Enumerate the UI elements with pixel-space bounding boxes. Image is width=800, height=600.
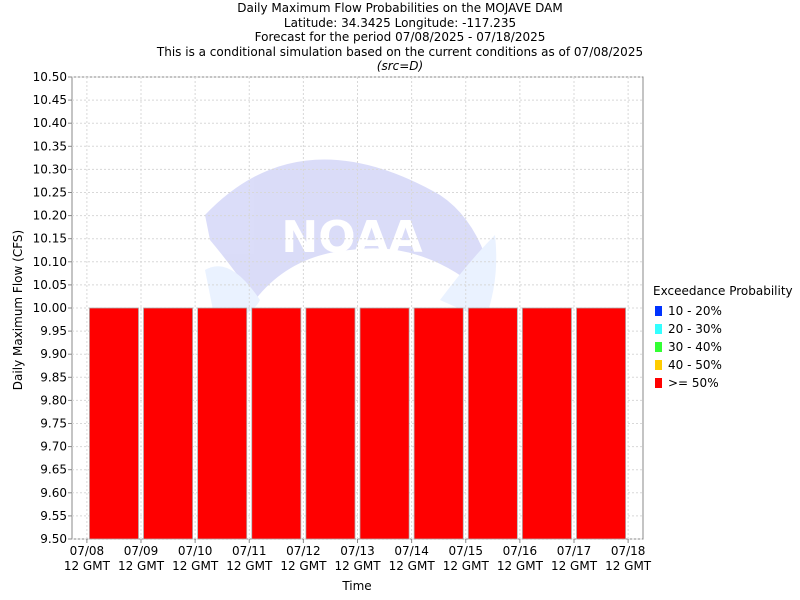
bar	[413, 307, 464, 540]
title-line-4: This is a conditional simulation based o…	[156, 44, 644, 59]
x-tick-date-label: 07/13	[340, 544, 375, 558]
x-tick-date-label: 07/09	[124, 544, 159, 558]
bar	[251, 307, 302, 540]
x-tick-time-label: 12 GMT	[334, 559, 381, 573]
legend-item-20-30: 20 - 30%	[653, 320, 793, 338]
y-tick-label: 9.95	[40, 324, 67, 338]
y-axis-ticks: 9.50 9.55 9.60 9.65 9.70 9.75 9.80 9.85 9.90 9.95…	[33, 70, 72, 546]
x-axis-label: Time	[341, 579, 371, 593]
legend-item-50-plus: >= 50%	[653, 374, 793, 392]
bar	[88, 307, 139, 540]
chart-subtitle: (src=D)	[376, 59, 424, 73]
legend-swatch	[655, 360, 662, 370]
y-tick-label: 9.55	[40, 509, 67, 523]
title-line-1: Daily Maximum Flow Probabilities on the …	[237, 1, 563, 15]
y-tick-label: 10.45	[33, 93, 67, 107]
y-tick-label: 9.75	[40, 417, 67, 431]
x-tick-time-label: 12 GMT	[443, 559, 490, 573]
y-tick-label: 10.15	[33, 232, 67, 246]
legend-label: >= 50%	[668, 376, 719, 390]
x-tick-time-label: 12 GMT	[64, 559, 111, 573]
svg-text:NOAA: NOAA	[281, 212, 422, 263]
y-tick-label: 10.35	[33, 139, 67, 153]
x-tick-time-label: 12 GMT	[389, 559, 436, 573]
legend-swatch	[655, 342, 662, 352]
x-tick-date-label: 07/15	[448, 544, 483, 558]
x-tick-date-label: 07/18	[611, 544, 646, 558]
x-tick-date-label: 07/08	[70, 544, 105, 558]
bar	[359, 307, 410, 540]
bar	[576, 307, 627, 540]
x-tick-time-label: 12 GMT	[551, 559, 598, 573]
y-tick-label: 10.20	[33, 209, 67, 223]
x-tick-date-label: 07/14	[394, 544, 429, 558]
legend-item-30-40: 30 - 40%	[653, 338, 793, 356]
x-tick-time-label: 12 GMT	[605, 559, 652, 573]
chart-title-block: Daily Maximum Flow Probabilities on the …	[0, 0, 800, 74]
legend-item-10-20: 10 - 20%	[653, 302, 793, 320]
y-tick-label: 10.30	[33, 162, 67, 176]
legend-swatch	[655, 378, 662, 388]
x-tick-date-label: 07/16	[503, 544, 538, 558]
legend-swatch	[655, 306, 662, 316]
y-tick-label: 9.70	[40, 440, 67, 454]
y-tick-label: 10.25	[33, 186, 67, 200]
y-tick-label: 10.40	[33, 116, 67, 130]
y-tick-label: 9.85	[40, 370, 67, 384]
bar	[305, 307, 356, 540]
legend-item-40-50: 40 - 50%	[653, 356, 793, 374]
noaa-logo-watermark: NOAA	[205, 159, 497, 320]
y-tick-label: 9.65	[40, 463, 67, 477]
bar	[521, 307, 572, 540]
x-tick-time-label: 12 GMT	[497, 559, 544, 573]
y-axis-label: Daily Maximum Flow (CFS)	[11, 230, 25, 390]
x-tick-date-label: 07/11	[232, 544, 267, 558]
y-tick-label: 9.90	[40, 347, 67, 361]
y-tick-label: 9.50	[40, 532, 67, 546]
x-tick-time-label: 12 GMT	[280, 559, 327, 573]
title-line-2: Latitude: 34.3425 Longitude: -117.235	[283, 15, 517, 30]
legend-label: 20 - 30%	[668, 322, 722, 336]
legend-label: 30 - 40%	[668, 340, 722, 354]
bar	[143, 307, 194, 540]
x-tick-date-label: 07/10	[178, 544, 213, 558]
x-tick-time-label: 12 GMT	[226, 559, 273, 573]
legend-swatch	[655, 324, 662, 334]
title-line-3: Forecast for the period 07/08/2025 - 07/…	[254, 30, 546, 44]
x-tick-date-label: 07/17	[557, 544, 592, 558]
y-tick-label: 10.10	[33, 255, 67, 269]
y-tick-label: 9.80	[40, 393, 67, 407]
x-tick-date-label: 07/12	[286, 544, 321, 558]
bar-series	[88, 307, 627, 540]
y-tick-label: 10.00	[33, 301, 67, 315]
grid-lines	[72, 76, 643, 540]
x-tick-time-label: 12 GMT	[118, 559, 165, 573]
legend-label: 40 - 50%	[668, 358, 722, 372]
y-tick-label: 10.05	[33, 278, 67, 292]
x-tick-time-label: 12 GMT	[172, 559, 219, 573]
bar	[197, 307, 248, 540]
legend: Exceedance Probability 10 - 20% 20 - 30%…	[653, 284, 793, 392]
bar	[467, 307, 518, 540]
legend-label: 10 - 20%	[668, 304, 722, 318]
legend-title: Exceedance Probability	[653, 284, 793, 298]
y-tick-label: 10.50	[33, 70, 67, 84]
y-tick-label: 9.60	[40, 486, 67, 500]
